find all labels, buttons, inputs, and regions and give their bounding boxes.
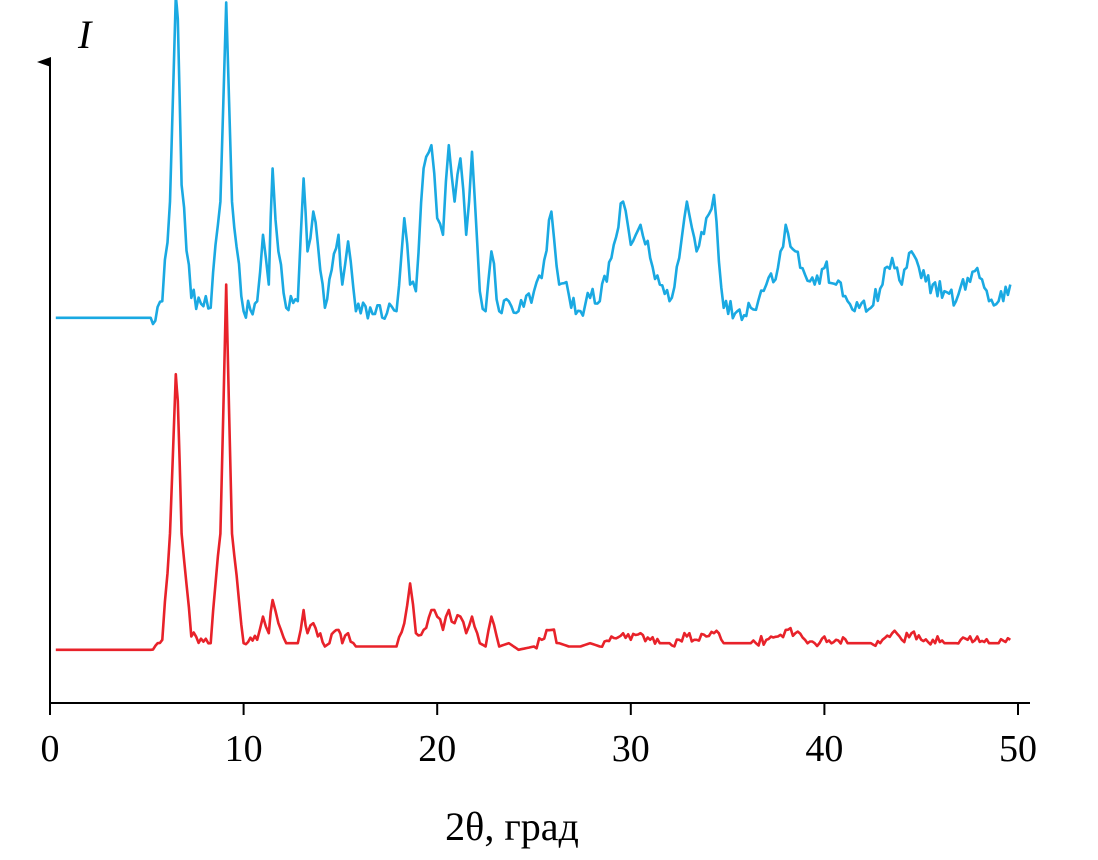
x-tick-label: 20 bbox=[418, 728, 456, 770]
x-tick-label: 30 bbox=[612, 728, 650, 770]
x-axis-label: 2θ, град bbox=[445, 804, 579, 849]
x-tick-label: 0 bbox=[41, 728, 60, 770]
series-line-upper bbox=[55, 0, 1012, 326]
x-tick-label: 50 bbox=[999, 728, 1037, 770]
x-ticks: 0 10 20 30 40 50 bbox=[41, 703, 1037, 770]
series-line-lower bbox=[55, 283, 1012, 652]
x-tick-label: 10 bbox=[225, 728, 263, 770]
x-tick-label: 40 bbox=[805, 728, 843, 770]
series-layer bbox=[55, 0, 1012, 652]
y-axis-label: I bbox=[77, 12, 93, 57]
